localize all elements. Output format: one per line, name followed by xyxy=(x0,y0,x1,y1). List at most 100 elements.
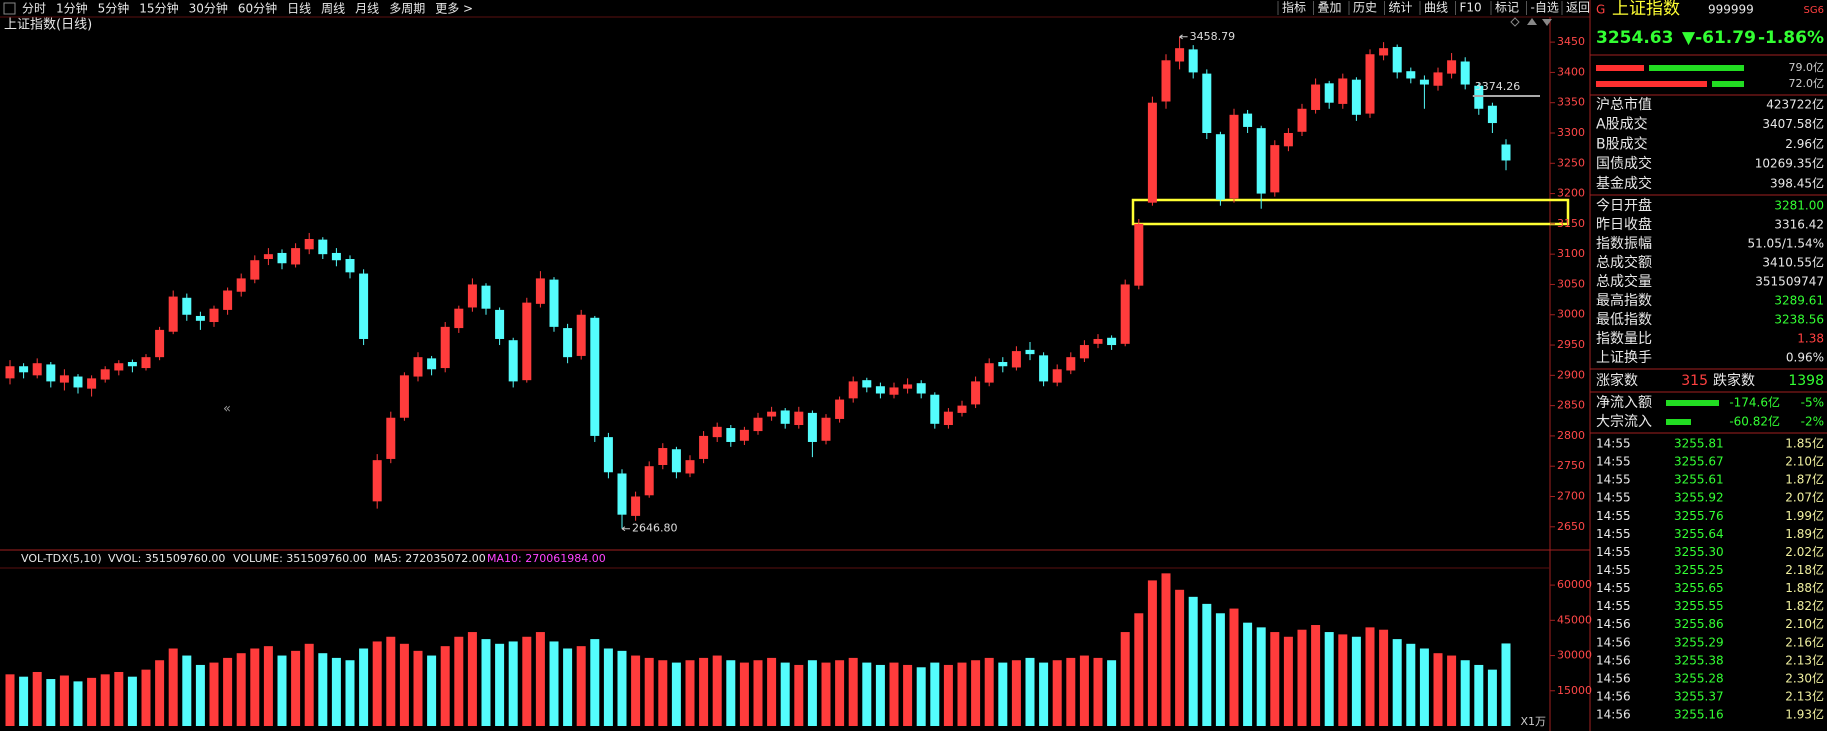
period-tab[interactable]: 60分钟 xyxy=(238,1,277,16)
quote-change: ▼-61.79 xyxy=(1682,28,1756,48)
annotation-arrow xyxy=(621,526,630,532)
tick-time: 14:55 xyxy=(1596,473,1631,487)
tool-button[interactable]: 标记 xyxy=(1495,1,1519,15)
volume-bar xyxy=(835,660,845,726)
period-tab[interactable]: 日线 xyxy=(287,2,311,16)
volume-bar xyxy=(1039,662,1049,726)
collapse-toggle[interactable]: « xyxy=(223,402,231,417)
flow-label: 净流入额 xyxy=(1596,395,1652,411)
candle-body xyxy=(1406,71,1416,79)
y-tick-label: 15000 xyxy=(1557,684,1592,697)
candle-body xyxy=(671,449,681,473)
tick-volume: 1.88亿 xyxy=(1785,580,1824,595)
volume-bar xyxy=(1243,622,1253,726)
tool-button[interactable]: 返回 xyxy=(1566,1,1590,15)
candle-body xyxy=(862,380,872,388)
volume-bar xyxy=(780,662,790,726)
y-tick-label: 3200 xyxy=(1557,187,1585,200)
period-tab[interactable]: 更多 > xyxy=(435,2,473,16)
candle-body xyxy=(236,278,246,292)
stat-value: 10269.35亿 xyxy=(1755,156,1824,171)
candle-body xyxy=(386,417,396,459)
candle-body xyxy=(590,317,600,436)
candle-body xyxy=(794,411,804,426)
volume-bar xyxy=(223,657,233,726)
candle-body xyxy=(889,387,899,395)
period-tab[interactable]: 5分钟 xyxy=(98,1,130,16)
tool-button[interactable]: 叠加 xyxy=(1318,1,1342,15)
candle-body xyxy=(1474,85,1484,109)
candle-body xyxy=(1134,223,1144,286)
menu-icon[interactable] xyxy=(3,2,16,15)
tick-time: 14:56 xyxy=(1596,617,1631,631)
candle-body xyxy=(291,248,301,265)
candle-body xyxy=(73,376,83,388)
tool-button[interactable]: 曲线 xyxy=(1424,1,1448,15)
period-tab[interactable]: 多周期 xyxy=(389,2,425,16)
volume-bar xyxy=(127,676,137,726)
period-tab[interactable]: 15分钟 xyxy=(139,1,178,16)
candle-body xyxy=(1202,73,1212,133)
volume-bar xyxy=(304,643,314,726)
icon[interactable] xyxy=(1527,18,1537,25)
candle-body xyxy=(631,496,641,516)
stat-label: 今日开盘 xyxy=(1596,197,1652,214)
candle-body xyxy=(182,297,192,315)
tool-button[interactable]: 统计 xyxy=(1389,1,1413,15)
tool-button[interactable]: F10 xyxy=(1460,1,1482,15)
tool-button[interactable]: 历史 xyxy=(1353,1,1377,15)
y-tick-label: 3350 xyxy=(1557,96,1585,109)
volume-bar xyxy=(1406,643,1416,726)
candle-body xyxy=(1311,84,1321,110)
tick-volume: 2.18亿 xyxy=(1785,562,1824,577)
candle-body xyxy=(1147,102,1157,203)
volume-bar xyxy=(767,657,777,726)
stat-label: 昨日收盘 xyxy=(1596,216,1652,233)
volume-bar xyxy=(5,674,15,726)
period-tab[interactable]: 1分钟 xyxy=(56,1,88,16)
candle-body xyxy=(195,315,205,321)
candle-body xyxy=(1161,60,1171,102)
period-tab[interactable]: 30分钟 xyxy=(189,1,228,16)
volume-bar xyxy=(209,662,219,726)
stat-value: 3410.55亿 xyxy=(1762,255,1824,270)
candle-body xyxy=(1419,79,1429,85)
candle-body xyxy=(1079,345,1089,359)
stat-label: B股成交 xyxy=(1596,135,1648,152)
volume-header: MA5: 272035072.00 xyxy=(374,552,486,565)
tick-price: 3255.76 xyxy=(1674,509,1724,523)
tick-price: 3255.38 xyxy=(1674,653,1724,667)
candle-body xyxy=(848,381,858,399)
volume-bar xyxy=(644,657,654,726)
tool-button[interactable]: 指标 xyxy=(1282,0,1306,15)
volume-bar xyxy=(454,636,464,726)
tick-time: 14:55 xyxy=(1596,545,1631,559)
period-tab[interactable]: 分时 xyxy=(22,2,46,16)
stat-label: 总成交额 xyxy=(1596,254,1652,271)
icon[interactable] xyxy=(1542,19,1552,26)
tick-price: 3255.55 xyxy=(1674,599,1724,613)
y-tick-label: 2650 xyxy=(1557,520,1585,533)
candle-body xyxy=(141,357,151,369)
y-tick-label: 45000 xyxy=(1557,613,1592,626)
volume-bar xyxy=(155,660,165,726)
volume-bar xyxy=(753,660,763,726)
candle-body xyxy=(1052,369,1062,383)
icon[interactable] xyxy=(1510,17,1520,27)
period-tab[interactable]: 月线 xyxy=(355,2,379,16)
volume-bar xyxy=(631,655,641,726)
volume-bar xyxy=(957,662,967,726)
volume-bar xyxy=(345,660,355,726)
highlight-box xyxy=(1131,198,1570,226)
tool-button[interactable]: -自选 xyxy=(1531,1,1559,15)
candle-body xyxy=(372,460,382,502)
candle-body xyxy=(481,285,491,309)
period-tab[interactable]: 周线 xyxy=(321,2,345,16)
volume-bar xyxy=(508,641,518,726)
y-tick-label: 2800 xyxy=(1557,429,1585,442)
volume-bar xyxy=(1324,632,1334,726)
volume-bar xyxy=(291,650,301,726)
stat-value: 3289.61 xyxy=(1774,294,1824,308)
tick-time: 14:55 xyxy=(1596,599,1631,613)
